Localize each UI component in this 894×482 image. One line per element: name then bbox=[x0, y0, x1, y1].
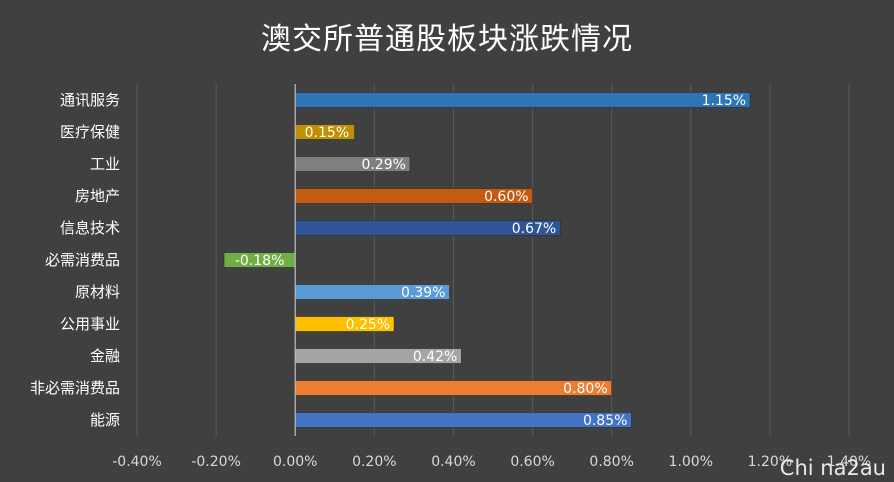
x-tick-label: 0.80% bbox=[589, 454, 633, 470]
category-label: 金融 bbox=[90, 347, 120, 365]
data-label: 0.39% bbox=[401, 285, 445, 301]
data-label: 1.15% bbox=[702, 93, 746, 109]
category-label: 必需消费品 bbox=[45, 251, 120, 269]
bar bbox=[294, 92, 751, 108]
data-label: 0.85% bbox=[583, 413, 627, 429]
bar bbox=[294, 412, 632, 428]
data-label: -0.18% bbox=[235, 253, 285, 269]
category-label: 非必需消费品 bbox=[30, 379, 120, 397]
category-label: 原材料 bbox=[75, 283, 120, 301]
category-label: 信息技术 bbox=[60, 219, 120, 237]
x-tick-label: 1.40% bbox=[827, 454, 871, 470]
x-tick-label: -0.40% bbox=[112, 454, 162, 470]
x-tick-label: 1.20% bbox=[748, 454, 792, 470]
data-label: 0.29% bbox=[361, 157, 405, 173]
watermark: Chi na2au bbox=[779, 456, 886, 480]
data-label: 0.15% bbox=[305, 125, 349, 141]
x-tick-label: 0.00% bbox=[273, 454, 317, 470]
data-label: 0.80% bbox=[563, 381, 607, 397]
data-label: 0.60% bbox=[484, 189, 528, 205]
x-tick-label: 1.00% bbox=[669, 454, 713, 470]
data-label: 0.42% bbox=[413, 349, 457, 365]
chart-title: 澳交所普通股板块涨跌情况 bbox=[261, 22, 633, 57]
category-label: 通讯服务 bbox=[60, 91, 120, 109]
category-label: 医疗保健 bbox=[60, 123, 120, 141]
data-label: 0.25% bbox=[346, 317, 390, 333]
x-tick-label: 0.20% bbox=[352, 454, 396, 470]
category-label: 房地产 bbox=[75, 187, 120, 205]
category-label: 能源 bbox=[90, 411, 120, 429]
x-tick-label: -0.20% bbox=[191, 454, 241, 470]
data-label: 0.67% bbox=[512, 221, 556, 237]
category-label: 工业 bbox=[90, 155, 120, 173]
category-label: 公用事业 bbox=[60, 315, 120, 333]
x-tick-label: 0.60% bbox=[510, 454, 554, 470]
x-tick-label: 0.40% bbox=[431, 454, 475, 470]
